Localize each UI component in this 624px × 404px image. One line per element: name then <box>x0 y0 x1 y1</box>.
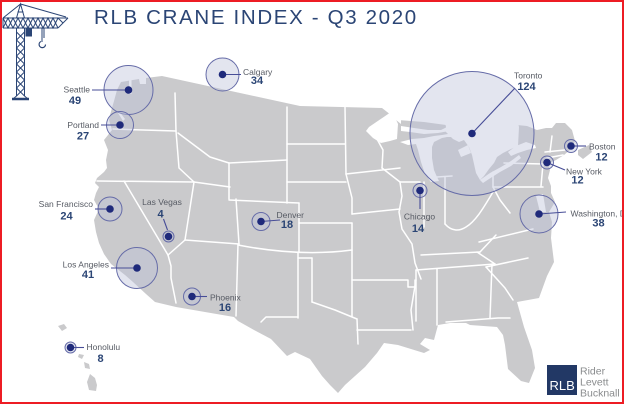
svg-text:Washington, DC: Washington, DC <box>571 209 624 219</box>
svg-text:41: 41 <box>82 269 94 281</box>
svg-text:Rider: Rider <box>580 366 606 378</box>
svg-text:34: 34 <box>251 75 264 87</box>
svg-text:Los Angeles: Los Angeles <box>63 260 109 270</box>
svg-text:8: 8 <box>97 353 103 365</box>
svg-text:Calgary: Calgary <box>243 67 273 77</box>
svg-text:24: 24 <box>60 211 73 223</box>
svg-text:New York: New York <box>566 167 603 177</box>
svg-text:San Francisco: San Francisco <box>39 199 94 209</box>
svg-text:Chicago: Chicago <box>404 212 435 222</box>
svg-text:Denver: Denver <box>277 210 305 220</box>
svg-text:124: 124 <box>517 81 536 93</box>
svg-text:18: 18 <box>281 219 293 231</box>
svg-text:4: 4 <box>157 209 164 221</box>
svg-text:RLB CRANE INDEX - Q3 2020: RLB CRANE INDEX - Q3 2020 <box>94 6 418 29</box>
svg-text:Las Vegas: Las Vegas <box>142 197 182 207</box>
svg-text:Honolulu: Honolulu <box>87 342 121 352</box>
svg-text:Toronto: Toronto <box>514 71 543 81</box>
svg-text:12: 12 <box>571 175 583 187</box>
svg-text:RLB: RLB <box>550 378 575 393</box>
svg-text:49: 49 <box>69 95 81 107</box>
svg-text:Seattle: Seattle <box>64 85 91 95</box>
svg-text:14: 14 <box>412 223 425 235</box>
svg-text:Boston: Boston <box>589 142 616 152</box>
svg-text:Portland: Portland <box>67 120 99 130</box>
svg-text:Phoenix: Phoenix <box>210 293 241 303</box>
svg-text:Bucknall: Bucknall <box>580 388 620 400</box>
svg-text:27: 27 <box>77 131 89 143</box>
svg-text:16: 16 <box>219 302 231 314</box>
svg-text:12: 12 <box>595 152 607 164</box>
svg-text:Levett: Levett <box>580 377 609 389</box>
svg-text:38: 38 <box>592 218 604 230</box>
